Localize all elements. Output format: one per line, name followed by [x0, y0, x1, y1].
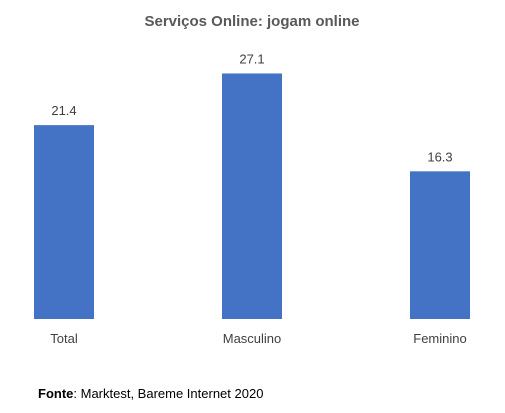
x-tick-label-feminino: Feminino — [413, 331, 466, 346]
labels-layer: 21.4 27.1 16.3 — [51, 51, 452, 164]
chart-title: Serviços Online: jogam online — [144, 13, 359, 30]
chart: Serviços Online: jogam online 21.4 27.1 16… — [34, 13, 470, 346]
bars-layer — [34, 73, 470, 319]
source-text: : Marktest, Bareme Internet 2020 — [73, 386, 264, 401]
data-label-total: 21.4 — [51, 103, 76, 118]
bar-feminino — [410, 171, 470, 319]
data-label-masculino: 27.1 — [239, 51, 264, 66]
bar-total — [34, 125, 94, 319]
x-tick-label-masculino: Masculino — [223, 331, 282, 346]
source-label: Fonte — [38, 386, 74, 401]
source-note: Fonte: Marktest, Bareme Internet 2020 — [38, 386, 263, 401]
bar-masculino — [222, 73, 282, 319]
data-label-feminino: 16.3 — [427, 149, 452, 164]
x-tick-label-total: Total — [50, 331, 78, 346]
ticks-layer: Total Masculino Feminino — [50, 331, 466, 346]
